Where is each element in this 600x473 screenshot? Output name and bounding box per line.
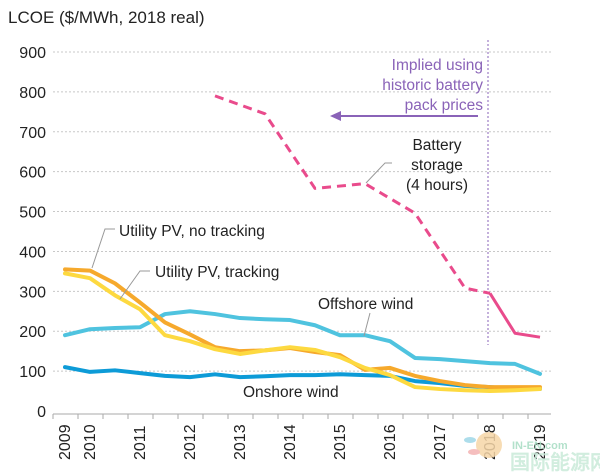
series-line-offshore-wind <box>63 309 542 376</box>
implied-line-3: pack prices <box>405 97 484 114</box>
watermark-text-1: IN-EN.com <box>512 440 568 452</box>
series-line-battery-implied <box>214 94 491 295</box>
x-tick-label: 2011 <box>132 425 149 460</box>
y-tick-label: 100 <box>19 364 46 381</box>
watermark-text-2: 国际能源网 <box>510 450 600 473</box>
y-tick-label: 900 <box>19 45 46 62</box>
series-line-battery-actual <box>488 292 541 339</box>
implied-annotation: Implied using historic battery pack pric… <box>330 57 483 121</box>
watermark-leaf-icon <box>464 437 476 443</box>
y-tick-label: 300 <box>19 284 46 301</box>
x-tick-label: 2014 <box>282 424 299 460</box>
leader-pv-tracking <box>119 270 150 300</box>
watermark-leaf-icon <box>468 449 480 455</box>
watermark: IN-EN.com 国际能源网 <box>464 432 600 473</box>
x-tick-label: 2016 <box>382 424 399 460</box>
label-pv-tracking: Utility PV, tracking <box>155 264 279 281</box>
watermark-logo-icon <box>476 432 502 458</box>
x-tick-label: 2013 <box>232 424 249 460</box>
x-axis: 2009201020112012201320142015201620172018… <box>52 413 551 460</box>
y-axis-title: LCOE ($/MWh, 2018 real) <box>8 8 205 27</box>
label-pv-no-tracking: Utility PV, no tracking <box>119 223 265 240</box>
y-tick-label: 800 <box>19 85 46 102</box>
label-onshore-wind: Onshore wind <box>243 384 339 401</box>
implied-line-1: Implied using <box>392 57 483 74</box>
leader-battery <box>365 162 392 184</box>
x-tick-label: 2017 <box>432 424 449 460</box>
label-battery-2: storage <box>411 157 463 174</box>
left-arrow-icon <box>330 111 341 121</box>
label-battery-1: Battery <box>412 137 461 154</box>
x-tick-label: 2012 <box>182 424 199 460</box>
x-tick-label: 2009 <box>57 424 74 460</box>
series-lines <box>63 94 542 394</box>
implied-line-2: historic battery <box>382 77 483 94</box>
leader-lines <box>91 162 392 337</box>
y-tick-label: 400 <box>19 244 46 261</box>
y-tick-label: 600 <box>19 165 46 182</box>
x-tick-label: 2010 <box>82 424 99 460</box>
y-tick-label: 0 <box>37 404 46 421</box>
y-axis-ticks: 0 100 200 300 400 500 600 700 800 900 <box>19 45 46 421</box>
label-offshore-wind: Offshore wind <box>318 296 413 313</box>
label-battery-3: (4 hours) <box>406 177 468 194</box>
y-tick-label: 700 <box>19 125 46 142</box>
leader-pv-no-tracking <box>91 228 115 269</box>
x-tick-label: 2015 <box>332 424 349 460</box>
leader-offshore <box>363 312 371 337</box>
x-tick-label: 2019 <box>532 424 549 460</box>
y-tick-label: 500 <box>19 205 46 222</box>
y-tick-label: 200 <box>19 324 46 341</box>
series-line-utility-pv-tracking <box>63 271 542 394</box>
